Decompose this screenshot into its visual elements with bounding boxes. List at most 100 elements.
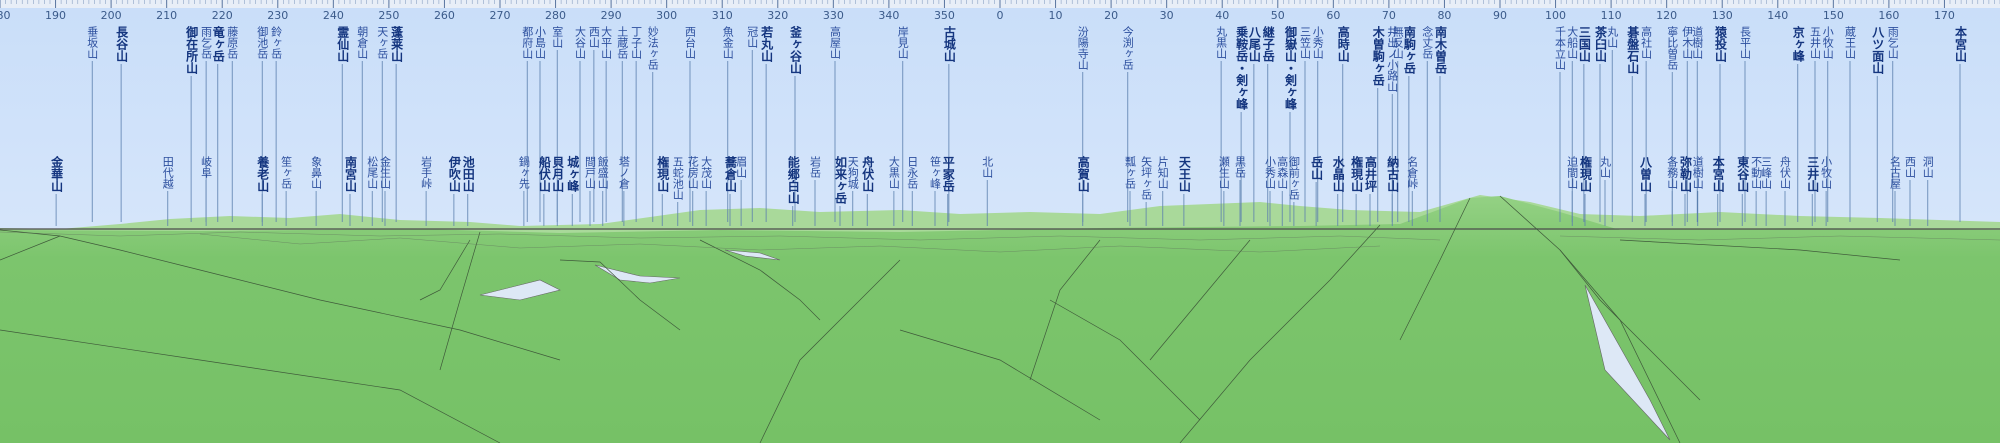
peak-label: 長谷山 — [114, 26, 129, 62]
peak-label: 小秀山 — [1311, 26, 1325, 59]
peak-label: 八ツ面山 — [1870, 26, 1885, 74]
compass-tick-label: 10 — [1048, 9, 1063, 22]
peak-label: 三峰山 — [1759, 156, 1773, 189]
compass-tick-label: 0 — [996, 9, 1004, 22]
peak-label: 松尾山 — [365, 156, 379, 189]
peak-label: 道樹山 — [1690, 26, 1704, 59]
peak-label: 洞山 — [1921, 156, 1935, 178]
peak-label: 土蔵岳 — [615, 26, 629, 59]
snow-patch — [1584, 284, 1671, 441]
compass-tick-label: 290 — [600, 9, 622, 22]
peak-label: 小牧山 — [1819, 156, 1833, 189]
peak-label: 南木曽岳 — [1433, 26, 1448, 74]
peak-label: 古城山 — [942, 26, 957, 62]
compass-tick-label: 100 — [1545, 9, 1567, 22]
peak-label: 蔵王山 — [1843, 26, 1857, 59]
peak-label: 都府山 — [520, 26, 534, 59]
compass-tick-label: 260 — [433, 9, 455, 22]
compass-tick-label: 270 — [489, 9, 511, 22]
peak-label: 日永岳 — [905, 156, 919, 189]
compass-tick-label: 90 — [1493, 9, 1507, 22]
compass-tick-label: 210 — [156, 9, 178, 22]
peak-label: 五蛇池山 — [671, 156, 685, 200]
peak-label: 貝月山 — [550, 156, 565, 192]
peak-label: 御嶽山・剣ヶ峰 — [1283, 26, 1298, 110]
peak-label: 小島山 — [533, 26, 547, 59]
peak-label: 高社山 — [1639, 26, 1653, 59]
terrain-lines — [0, 195, 1901, 443]
peak-label: 小秀山 — [1263, 156, 1277, 189]
peak-label: 納古山 — [1385, 156, 1400, 192]
peak-label: 養老山 — [255, 156, 270, 192]
peak-label: 五井山 — [1808, 26, 1822, 59]
peak-label: 矢坪ヶ岳 — [1139, 156, 1153, 200]
leader-lines — [55, 50, 1961, 226]
peak-label: 丸山 — [1598, 156, 1612, 178]
peak-label: 名倉峠 — [1405, 156, 1419, 189]
peak-label: 南駒ヶ岳 — [1402, 26, 1417, 74]
peak-label: 高森山 — [1275, 156, 1289, 189]
peak-label: 蕎倉山 — [723, 156, 738, 192]
peak-label: 高屋山 — [828, 26, 842, 59]
compass-tick-label: 280 — [545, 9, 567, 22]
compass-tick-label: 190 — [45, 9, 67, 22]
peak-label: 大茂山 — [699, 156, 713, 189]
peak-label: 大黒山 — [887, 156, 901, 189]
peak-label: 御在所山 — [184, 26, 199, 74]
compass-tick-label: 130 — [1711, 9, 1733, 22]
peak-label: 瀬生山 — [1217, 156, 1231, 189]
peak-label: 間戸山 — [583, 156, 597, 189]
peak-label: 伊木山 — [1680, 26, 1694, 59]
peak-label: 竜ヶ岳 — [211, 26, 226, 62]
peak-label: 蓬莱山 — [389, 26, 404, 62]
peak-label: 田代越 — [161, 156, 175, 189]
peak-label: 高賀山 — [1076, 156, 1091, 192]
peak-label: 天狗城 — [846, 156, 860, 189]
peak-label: 高井坪 — [1363, 156, 1378, 192]
compass-tick-label: 80 — [1437, 9, 1452, 22]
compass-tick-label: 320 — [767, 9, 789, 22]
compass-tick-label: 170 — [1933, 9, 1955, 22]
peak-label: 京ヶ峰 — [1791, 26, 1806, 62]
peak-label: 汾陽寺山 — [1076, 26, 1090, 70]
peak-label: 継子岳 — [1261, 26, 1276, 62]
peak-label: 花房山 — [686, 156, 700, 189]
peak-label: 道樹山 — [1691, 156, 1705, 189]
peak-label: 金生山 — [378, 156, 392, 189]
peak-label: 伊吹山 — [447, 156, 462, 192]
peak-label: 乗鞍岳・剣ヶ峰 — [1234, 26, 1249, 110]
peak-label: 塔ノ倉 — [617, 156, 631, 189]
peak-label: 今渕ヶ岳 — [1121, 26, 1135, 70]
compass-tick-label: 30 — [1159, 9, 1174, 22]
peak-label: 丸山 — [1605, 26, 1619, 48]
compass-tick-label: 230 — [267, 9, 289, 22]
peak-label: 名古屋 — [1888, 156, 1902, 189]
peak-label: 弥勒山 — [1678, 156, 1693, 192]
peak-label: 池田山 — [461, 156, 476, 192]
peak-label: 岸見山 — [896, 26, 910, 59]
compass-tick-label: 340 — [878, 9, 900, 22]
peak-label: 碁盤石山 — [1625, 26, 1640, 74]
peak-label: 藤原岳 — [225, 26, 239, 59]
peak-label: 霊仙山 — [335, 26, 350, 62]
peak-label: 垂坂山 — [85, 26, 99, 59]
peak-label: 本宮山 — [1953, 26, 1968, 62]
peak-label: 朝倉山 — [355, 26, 369, 59]
peak-label: 船伏山 — [537, 156, 552, 192]
peak-label: 片知山 — [1156, 156, 1170, 189]
peak-label: 各務山 — [1665, 156, 1679, 189]
compass-tick-label: 200 — [100, 9, 122, 22]
peak-label: 丁子山 — [629, 26, 643, 59]
compass-tick-label: 250 — [378, 9, 400, 22]
peak-label: 岩手峠 — [419, 156, 433, 189]
compass-tick-label: 220 — [211, 9, 233, 22]
compass-tick-label: 20 — [1104, 9, 1119, 22]
peak-label: 御池岳 — [255, 26, 269, 59]
peak-label: 高時山 — [1336, 26, 1351, 62]
peak-label: 権現山 — [1578, 156, 1593, 192]
peak-label: 眉山 — [734, 156, 748, 178]
peak-label: 小牧山 — [1821, 26, 1835, 59]
peak-label: 木曽駒ヶ岳 — [1371, 26, 1386, 86]
peak-label: 不動山 — [1749, 156, 1763, 189]
